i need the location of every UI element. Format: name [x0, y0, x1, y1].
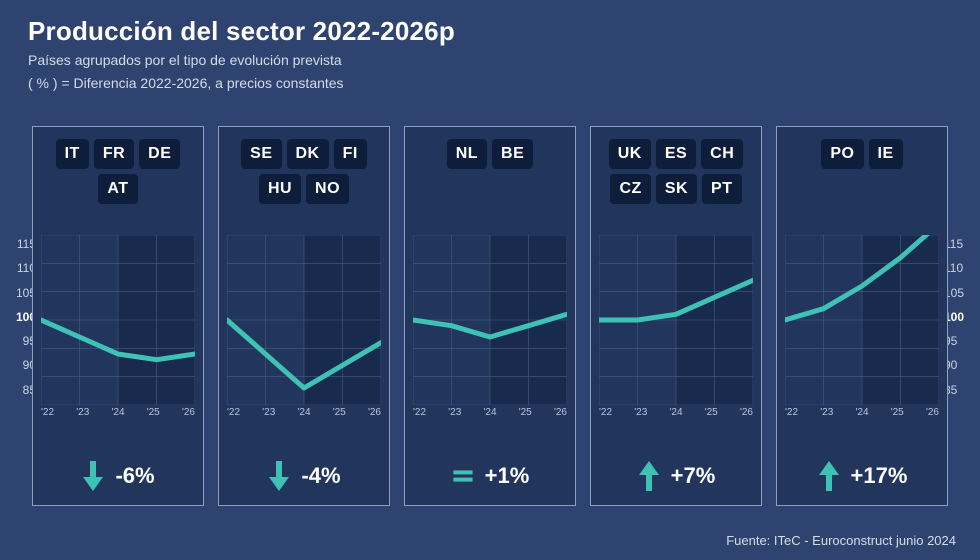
x-tick: '23 [448, 407, 461, 418]
country-badges: SEDKFI HUNO [219, 127, 389, 219]
chart-area [413, 235, 567, 405]
country-badges: POIE [777, 127, 947, 219]
diff-value: +17% [851, 463, 908, 489]
country-badge: SK [656, 174, 697, 204]
country-badges: UKESCH CZSKPT [591, 127, 761, 219]
x-axis-labels: '22 '23 '24 '25 '26 [41, 407, 195, 418]
x-tick: '22 [413, 407, 426, 418]
country-badge: HU [259, 174, 301, 204]
country-badge: FI [334, 139, 367, 169]
arrow-up-icon [817, 461, 841, 491]
page-title: Producción del sector 2022-2026p [28, 16, 952, 47]
x-tick: '25 [519, 407, 532, 418]
country-badge: PT [702, 174, 741, 204]
x-axis-labels: '22 '23 '24 '25 '26 [599, 407, 753, 418]
country-badge: NO [306, 174, 349, 204]
equals-icon [451, 461, 475, 491]
panel-diff: +1% [405, 461, 575, 491]
chart-area [599, 235, 753, 405]
panels-row: ITFRDEAT '22 '23 '24 '25 '26 -6% SEDKFI HUNO '2… [0, 126, 980, 506]
arrow-down-icon [81, 461, 105, 491]
country-badge: UK [609, 139, 651, 169]
country-badge: NL [447, 139, 487, 169]
country-badge: CZ [610, 174, 650, 204]
diff-value: +1% [485, 463, 530, 489]
country-badge: DE [139, 139, 180, 169]
panel-diff: -4% [219, 461, 389, 491]
diff-value: +7% [671, 463, 716, 489]
x-tick: '24 [669, 407, 682, 418]
chart-panel: SEDKFI HUNO '22 '23 '24 '25 '26 -4% [218, 126, 390, 506]
chart-panel: ITFRDEAT '22 '23 '24 '25 '26 -6% [32, 126, 204, 506]
country-badge: IT [56, 139, 89, 169]
x-tick: '25 [333, 407, 346, 418]
country-badges: ITFRDEAT [33, 127, 203, 219]
country-badge: ES [656, 139, 696, 169]
x-tick: '22 [599, 407, 612, 418]
x-tick: '26 [182, 407, 195, 418]
x-tick: '23 [262, 407, 275, 418]
country-badge: FR [94, 139, 134, 169]
x-tick: '26 [740, 407, 753, 418]
x-tick: '24 [297, 407, 310, 418]
x-axis-labels: '22 '23 '24 '25 '26 [413, 407, 567, 418]
chart-area [227, 235, 381, 405]
chart-area [41, 235, 195, 405]
line-chart [41, 235, 195, 405]
source-label: Fuente: ITeC - Euroconstruct junio 2024 [726, 533, 956, 548]
x-tick: '26 [368, 407, 381, 418]
panel-diff: +17% [777, 461, 947, 491]
x-tick: '23 [634, 407, 647, 418]
country-badge: BE [492, 139, 533, 169]
chart-panel: NLBE '22 '23 '24 '25 '26 +1% [404, 126, 576, 506]
x-tick: '22 [227, 407, 240, 418]
x-tick: '23 [820, 407, 833, 418]
country-badge: DK [287, 139, 329, 169]
x-tick: '22 [41, 407, 54, 418]
subtitle-line-1: Países agrupados por el tipo de evolució… [28, 51, 952, 70]
chart-panel: UKESCH CZSKPT '22 '23 '24 '25 '26 +7% [590, 126, 762, 506]
chart-panel: POIE '22 '23 '24 '25 '26 +17% [776, 126, 948, 506]
x-tick: '24 [111, 407, 124, 418]
x-tick: '25 [705, 407, 718, 418]
country-badge: CH [701, 139, 743, 169]
country-badges: NLBE [405, 127, 575, 219]
panel-diff: -6% [33, 461, 203, 491]
arrow-up-icon [637, 461, 661, 491]
country-badge: SE [241, 139, 281, 169]
x-tick: '26 [926, 407, 939, 418]
x-axis-labels: '22 '23 '24 '25 '26 [785, 407, 939, 418]
x-tick: '23 [76, 407, 89, 418]
arrow-down-icon [267, 461, 291, 491]
x-axis-labels: '22 '23 '24 '25 '26 [227, 407, 381, 418]
diff-value: -4% [301, 463, 340, 489]
line-chart [227, 235, 381, 405]
x-tick: '26 [554, 407, 567, 418]
country-badge: AT [98, 174, 137, 204]
country-badge: IE [869, 139, 903, 169]
x-tick: '25 [891, 407, 904, 418]
x-tick: '25 [147, 407, 160, 418]
chart-area [785, 235, 939, 405]
x-tick: '22 [785, 407, 798, 418]
line-chart [599, 235, 753, 405]
x-tick: '24 [855, 407, 868, 418]
subtitle-line-2: ( % ) = Diferencia 2022-2026, a precios … [28, 74, 952, 93]
line-chart [785, 235, 939, 405]
country-badge: PO [821, 139, 863, 169]
panel-diff: +7% [591, 461, 761, 491]
diff-value: -6% [115, 463, 154, 489]
x-tick: '24 [483, 407, 496, 418]
line-chart [413, 235, 567, 405]
